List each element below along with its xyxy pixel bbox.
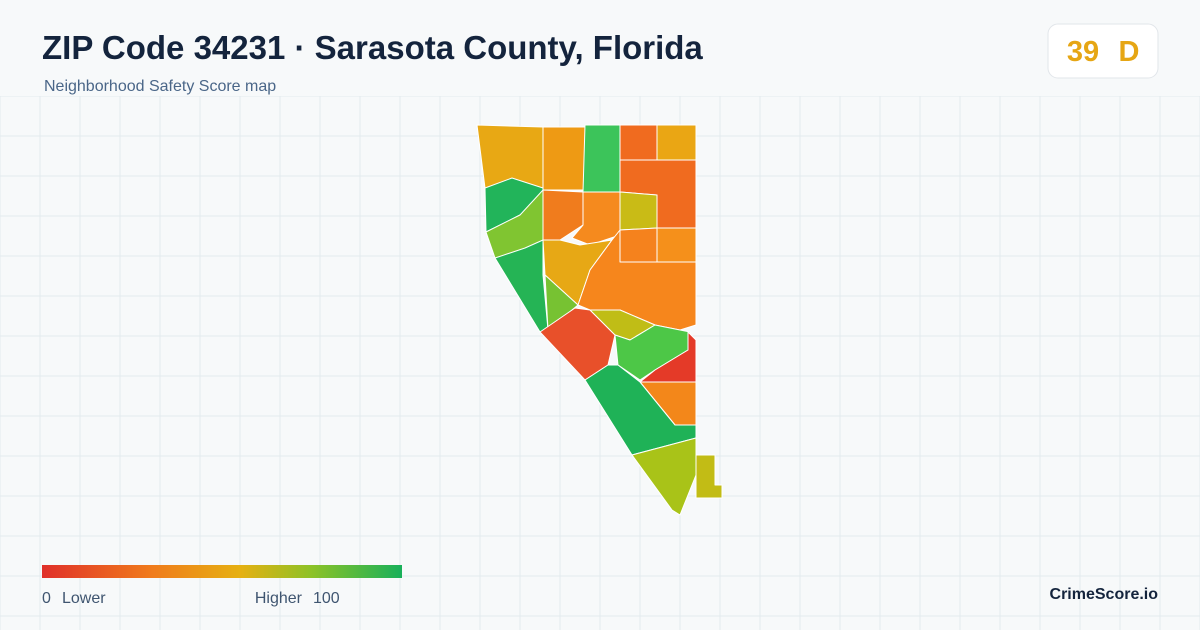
region	[656, 124, 697, 161]
region	[695, 454, 723, 499]
region	[619, 227, 658, 263]
region	[656, 227, 697, 263]
region	[619, 124, 658, 161]
header-band	[0, 0, 1200, 96]
region	[631, 437, 697, 516]
title: ZIP Code 34231 · Sarasota County, Florid…	[42, 29, 703, 66]
score-value: 39	[1067, 36, 1099, 68]
brand: CrimeScore.io	[1050, 586, 1159, 603]
region	[542, 126, 586, 191]
legend-max: 100	[313, 590, 340, 607]
region	[542, 189, 584, 241]
legend-min-label: Lower	[62, 590, 106, 607]
legend-gradient	[42, 565, 402, 578]
legend-min: 0	[42, 590, 51, 607]
region	[582, 124, 621, 193]
region	[619, 191, 658, 231]
subtitle: Neighborhood Safety Score map	[44, 78, 276, 95]
legend-max-label: Higher	[255, 590, 303, 607]
zip-map	[476, 124, 723, 516]
score-badge	[1047, 23, 1159, 79]
score-grade: D	[1119, 36, 1140, 68]
